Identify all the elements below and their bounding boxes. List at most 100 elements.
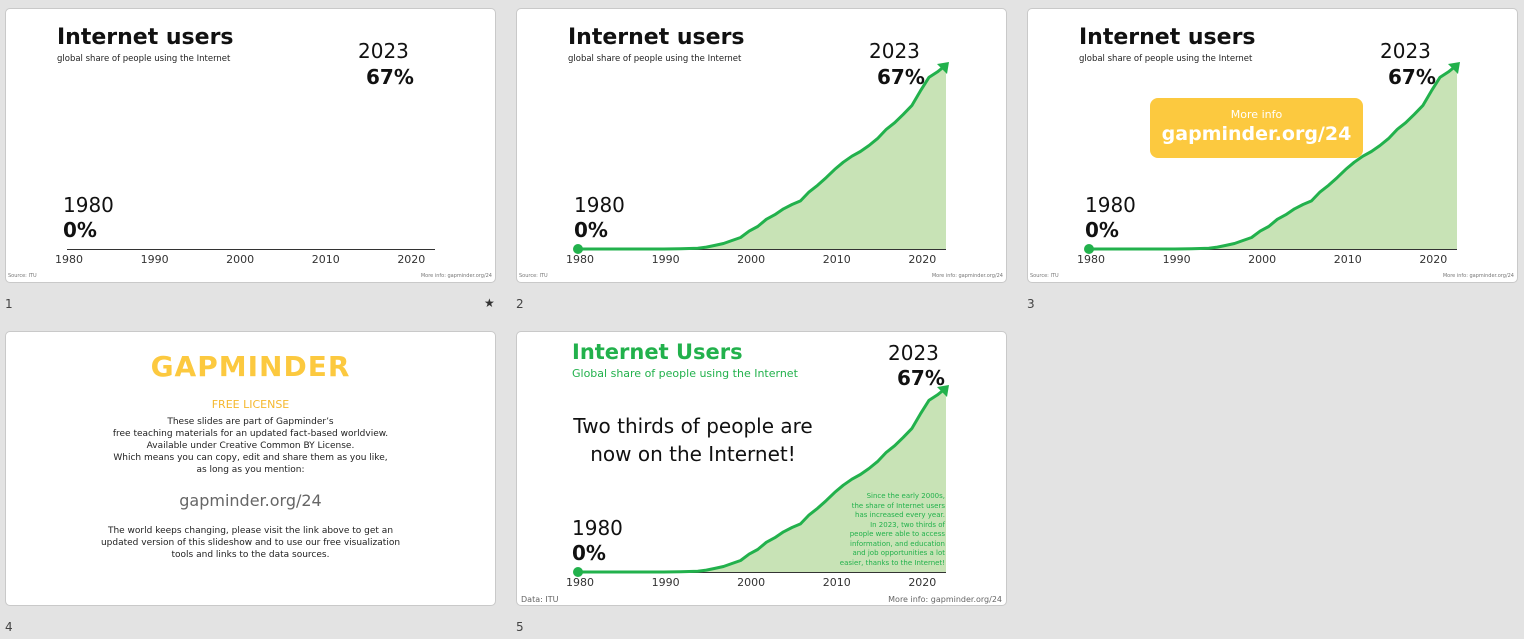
data-point — [1379, 144, 1381, 147]
x-tick-label: 2010 — [822, 253, 851, 266]
slide-title: Internet Users — [572, 340, 743, 364]
key-message-line: Two thirds of people are — [573, 414, 813, 438]
data-point — [911, 105, 913, 107]
data-point — [1396, 128, 1398, 131]
data-point — [577, 571, 579, 573]
data-point — [868, 144, 870, 147]
slide-number-2: 2 — [516, 297, 524, 311]
data-point — [1293, 208, 1295, 210]
data-point — [1345, 168, 1347, 170]
data-point — [859, 473, 862, 476]
chart-svg — [1084, 62, 1460, 254]
data-point — [936, 71, 939, 73]
note-line: the share of Internet users — [851, 501, 945, 510]
x-tick-label: 2010 — [311, 253, 340, 266]
x-tick-label: 2010 — [1333, 253, 1362, 266]
data-point — [782, 531, 784, 533]
note-line: people were able to access — [849, 530, 945, 538]
data-point — [765, 218, 767, 220]
data-point — [945, 64, 947, 66]
star-icon[interactable]: ★ — [484, 296, 495, 310]
data-point — [859, 150, 862, 153]
more-info-caption: More info — [1230, 108, 1283, 121]
end-year-label: 2023 — [869, 39, 920, 63]
slide-title: Internet users — [1079, 25, 1256, 50]
data-point — [748, 230, 750, 232]
series-area — [578, 65, 946, 249]
more-info-label: More info: gapminder.org/24 — [1442, 273, 1514, 279]
data-point — [1225, 244, 1227, 247]
slide-number-1: 1 — [5, 297, 13, 311]
slide-title: Internet users — [57, 25, 234, 50]
data-point — [1259, 230, 1261, 232]
data-point — [1319, 191, 1321, 193]
data-point — [705, 569, 707, 571]
data-point — [765, 541, 767, 543]
data-point — [1353, 161, 1355, 163]
slide-thumbnail-1[interactable]: Internet users global share of people us… — [5, 8, 496, 283]
data-point — [748, 553, 750, 555]
data-point — [919, 90, 921, 92]
data-point — [697, 570, 699, 572]
data-point — [731, 239, 733, 242]
slide-subtitle: global share of people using the Interne… — [57, 54, 231, 64]
data-point — [928, 76, 930, 78]
more-info-label: More info: gapminder.org/24 — [888, 595, 1002, 604]
update-text: The world keeps changing, please visit t… — [6, 525, 495, 561]
x-tick-label: 2000 — [737, 253, 766, 266]
start-value-label: 0% — [63, 218, 97, 242]
slide-subtitle: global share of people using the Interne… — [1079, 54, 1253, 64]
data-point — [885, 128, 887, 131]
data-point — [1173, 248, 1176, 250]
data-point — [757, 548, 759, 551]
source-label: Source: ITU — [8, 273, 37, 279]
x-tick-label: 1980 — [566, 253, 594, 266]
data-point — [1242, 239, 1244, 242]
data-point — [936, 394, 939, 396]
end-year-label: 2023 — [1380, 39, 1431, 63]
slide-number-5: 5 — [516, 620, 524, 634]
data-point — [680, 571, 682, 573]
data-point — [714, 567, 716, 570]
slide-thumbnail-2[interactable]: Internet users global share of people us… — [516, 8, 1007, 283]
slide-thumbnail-4[interactable]: GAPMINDER FREE LICENSE These slides are … — [5, 331, 496, 606]
data-point — [1387, 138, 1390, 140]
data-point — [851, 478, 853, 480]
slide-thumbnail-5[interactable]: Internet Users Global share of people us… — [516, 331, 1007, 606]
data-point — [577, 248, 579, 250]
start-value-label: 0% — [574, 218, 608, 242]
start-value-label: 0% — [572, 541, 606, 565]
slide-thumbnail-3[interactable]: Internet users global share of people us… — [1027, 8, 1518, 283]
data-point — [945, 387, 947, 389]
note-line: has increased every year. — [855, 511, 945, 519]
end-value-label: 67% — [897, 366, 945, 390]
x-tick-label: 1980 — [55, 253, 83, 266]
data-point — [928, 399, 930, 401]
update-line: The world keeps changing, please visit t… — [107, 526, 394, 536]
data-point — [1439, 76, 1441, 78]
data-point — [902, 436, 904, 439]
gapminder-url: gapminder.org/24 — [179, 491, 322, 510]
more-info-url: gapminder.org/24 — [1161, 123, 1352, 145]
data-point — [1216, 246, 1218, 248]
data-point — [731, 562, 733, 565]
x-tick-label: 1990 — [651, 576, 680, 589]
note-line: information, and education — [850, 539, 945, 548]
license-line: Which means you can copy, edit and share… — [113, 453, 388, 463]
data-point — [722, 565, 725, 568]
data-point — [774, 214, 776, 216]
license-text: These slides are part of Gapminder’s fre… — [6, 416, 495, 476]
data-point — [757, 225, 759, 228]
data-point — [1413, 113, 1415, 116]
data-point — [1276, 218, 1278, 220]
x-tick-label: 2000 — [226, 253, 255, 266]
data-point — [808, 514, 810, 516]
slide-subtitle: global share of people using the Interne… — [568, 54, 742, 64]
data-point — [834, 491, 836, 493]
data-point — [714, 244, 716, 247]
license-title: FREE LICENSE — [211, 398, 290, 411]
key-message: Two thirds of people are now on the Inte… — [557, 412, 829, 468]
source-label: Source: ITU — [1030, 273, 1059, 279]
x-tick-label: 2000 — [1248, 253, 1277, 266]
data-point — [1422, 105, 1424, 107]
